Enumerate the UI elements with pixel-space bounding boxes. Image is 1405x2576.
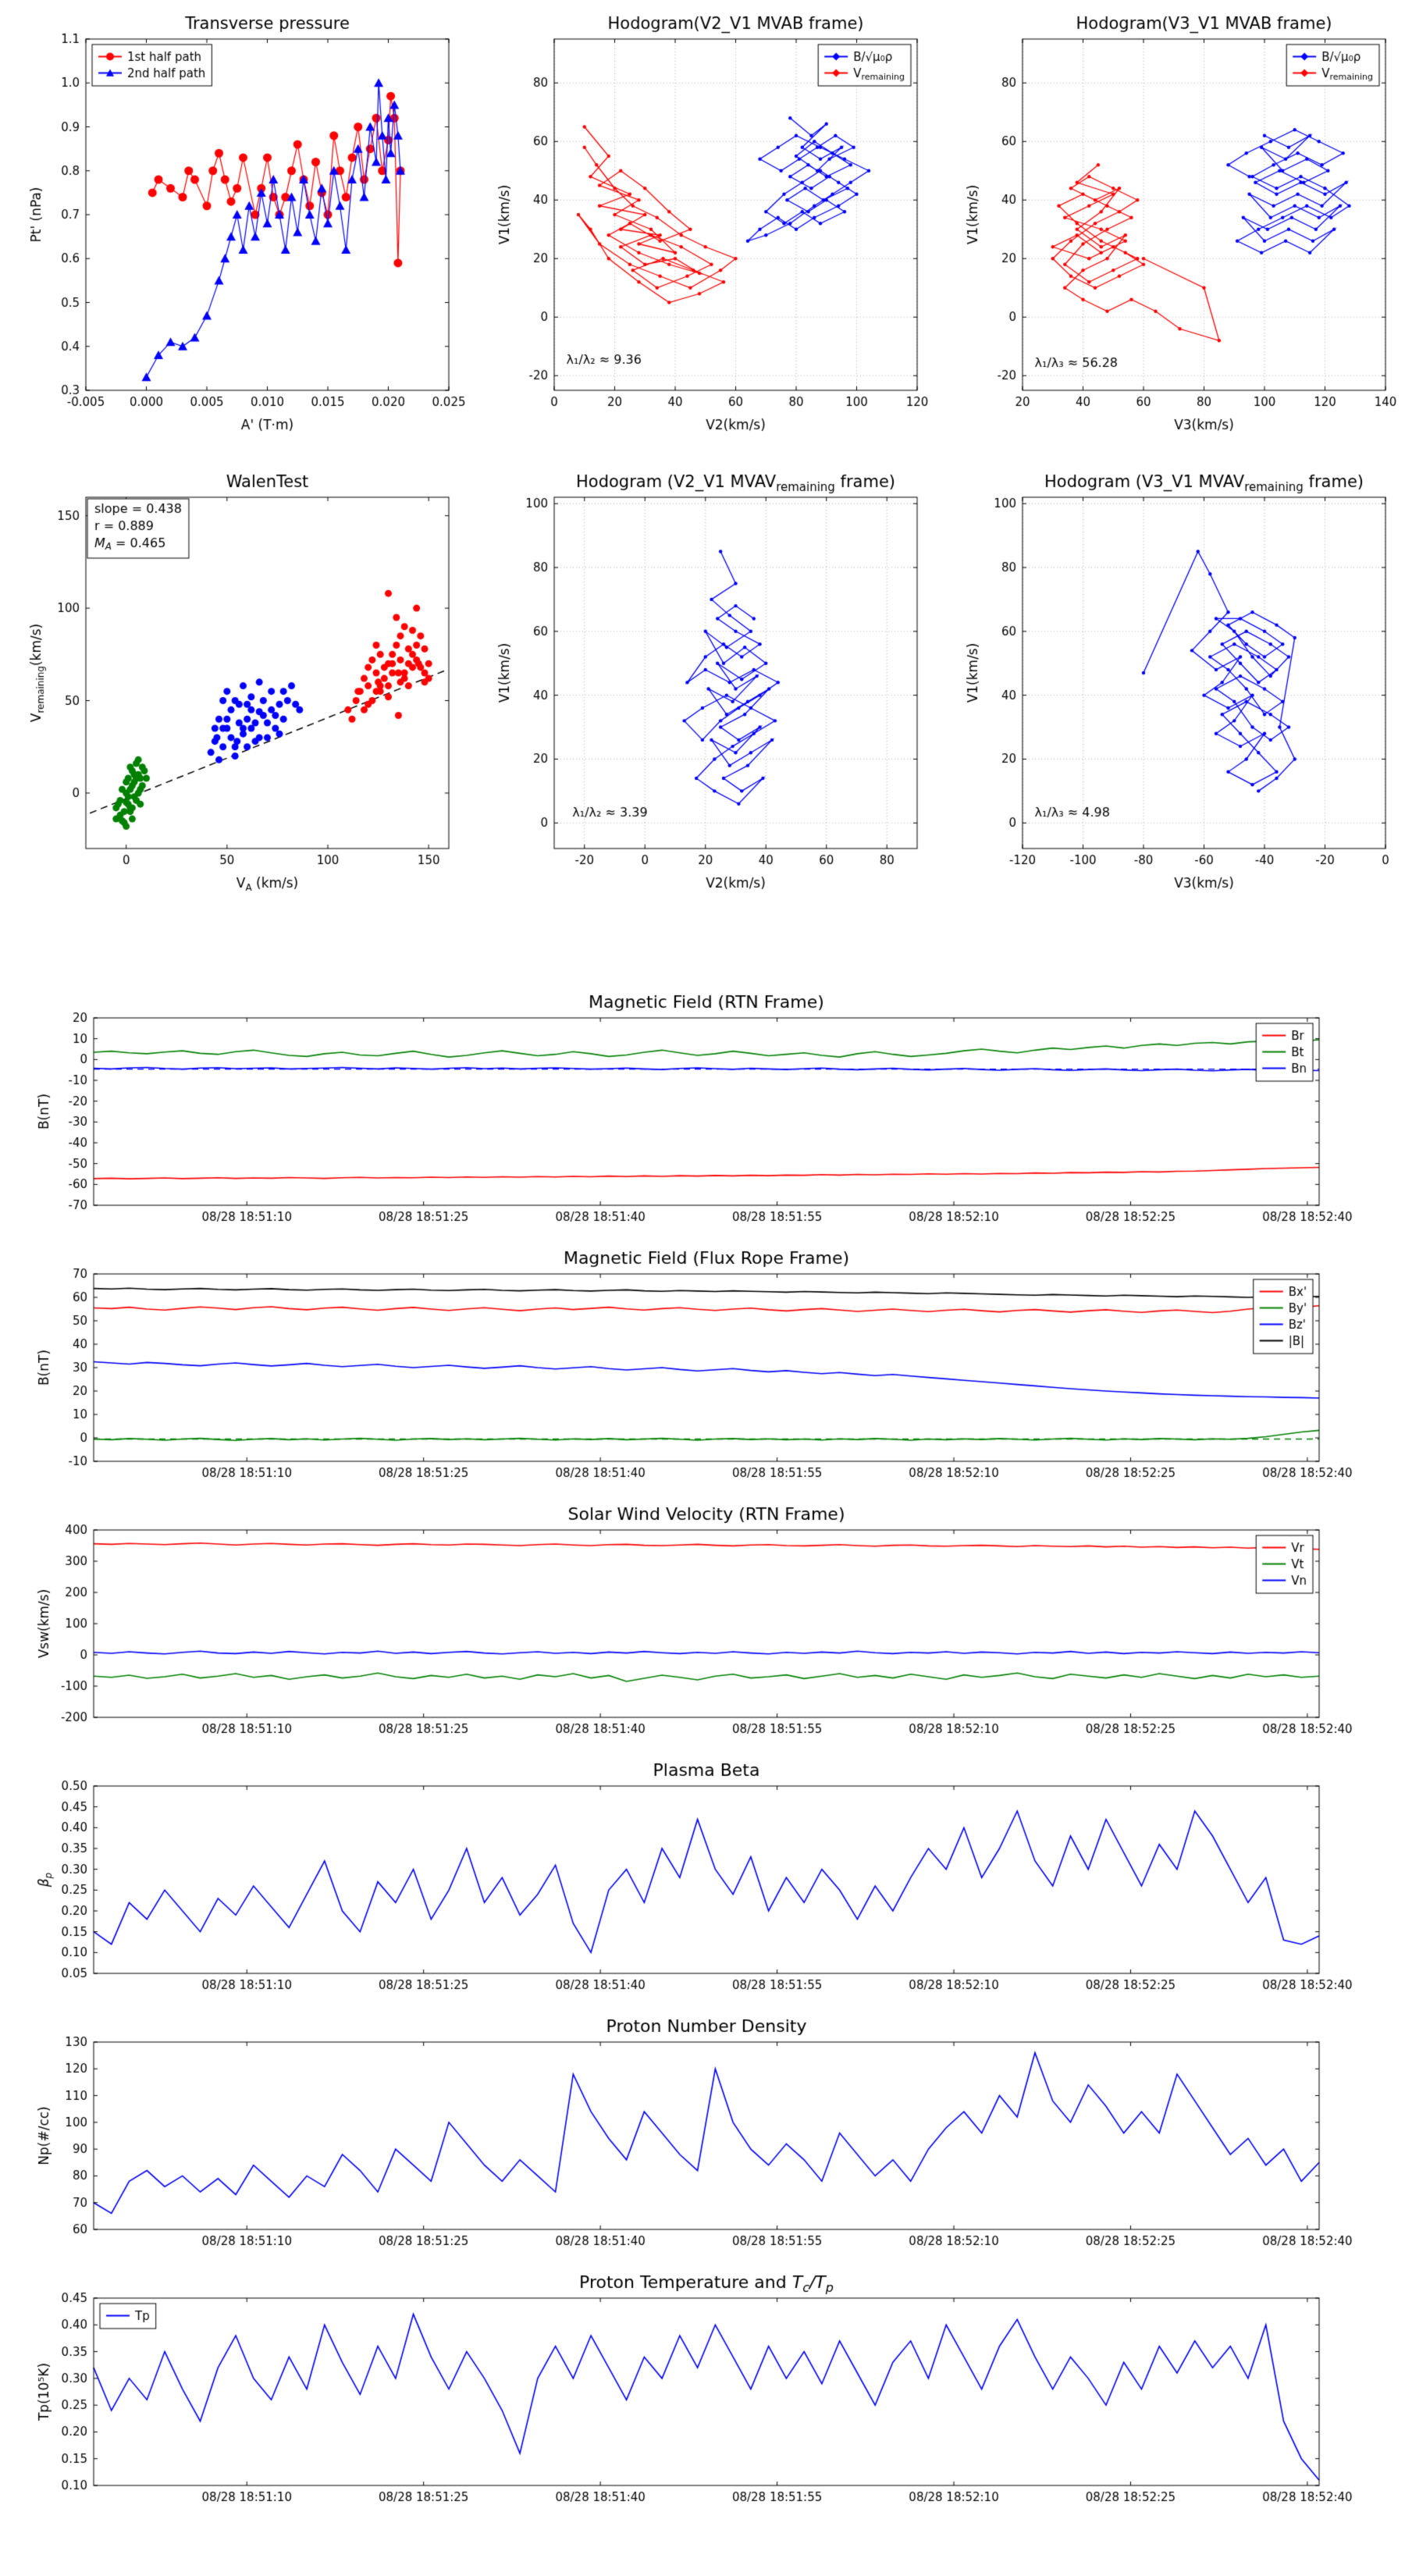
proton-temperature-chart — [4, 2272, 1401, 2520]
solar-wind-velocity-chart — [4, 1503, 1401, 1752]
walen-test-chart — [12, 464, 468, 902]
hodogram-v2v1-mvav-chart — [480, 464, 937, 902]
magnetic-field-rtn-chart — [4, 991, 1401, 1240]
magnetic-field-flux-rope-chart — [4, 1247, 1401, 1496]
transverse-pressure-chart — [12, 6, 468, 443]
hodogram-v3v1-mvav-chart — [948, 464, 1405, 902]
proton-number-density-chart — [4, 2016, 1401, 2264]
plasma-beta-chart — [4, 1759, 1401, 2008]
hodogram-v2v1-mvab-chart — [480, 6, 937, 443]
hodogram-v3v1-mvab-chart — [948, 6, 1405, 443]
